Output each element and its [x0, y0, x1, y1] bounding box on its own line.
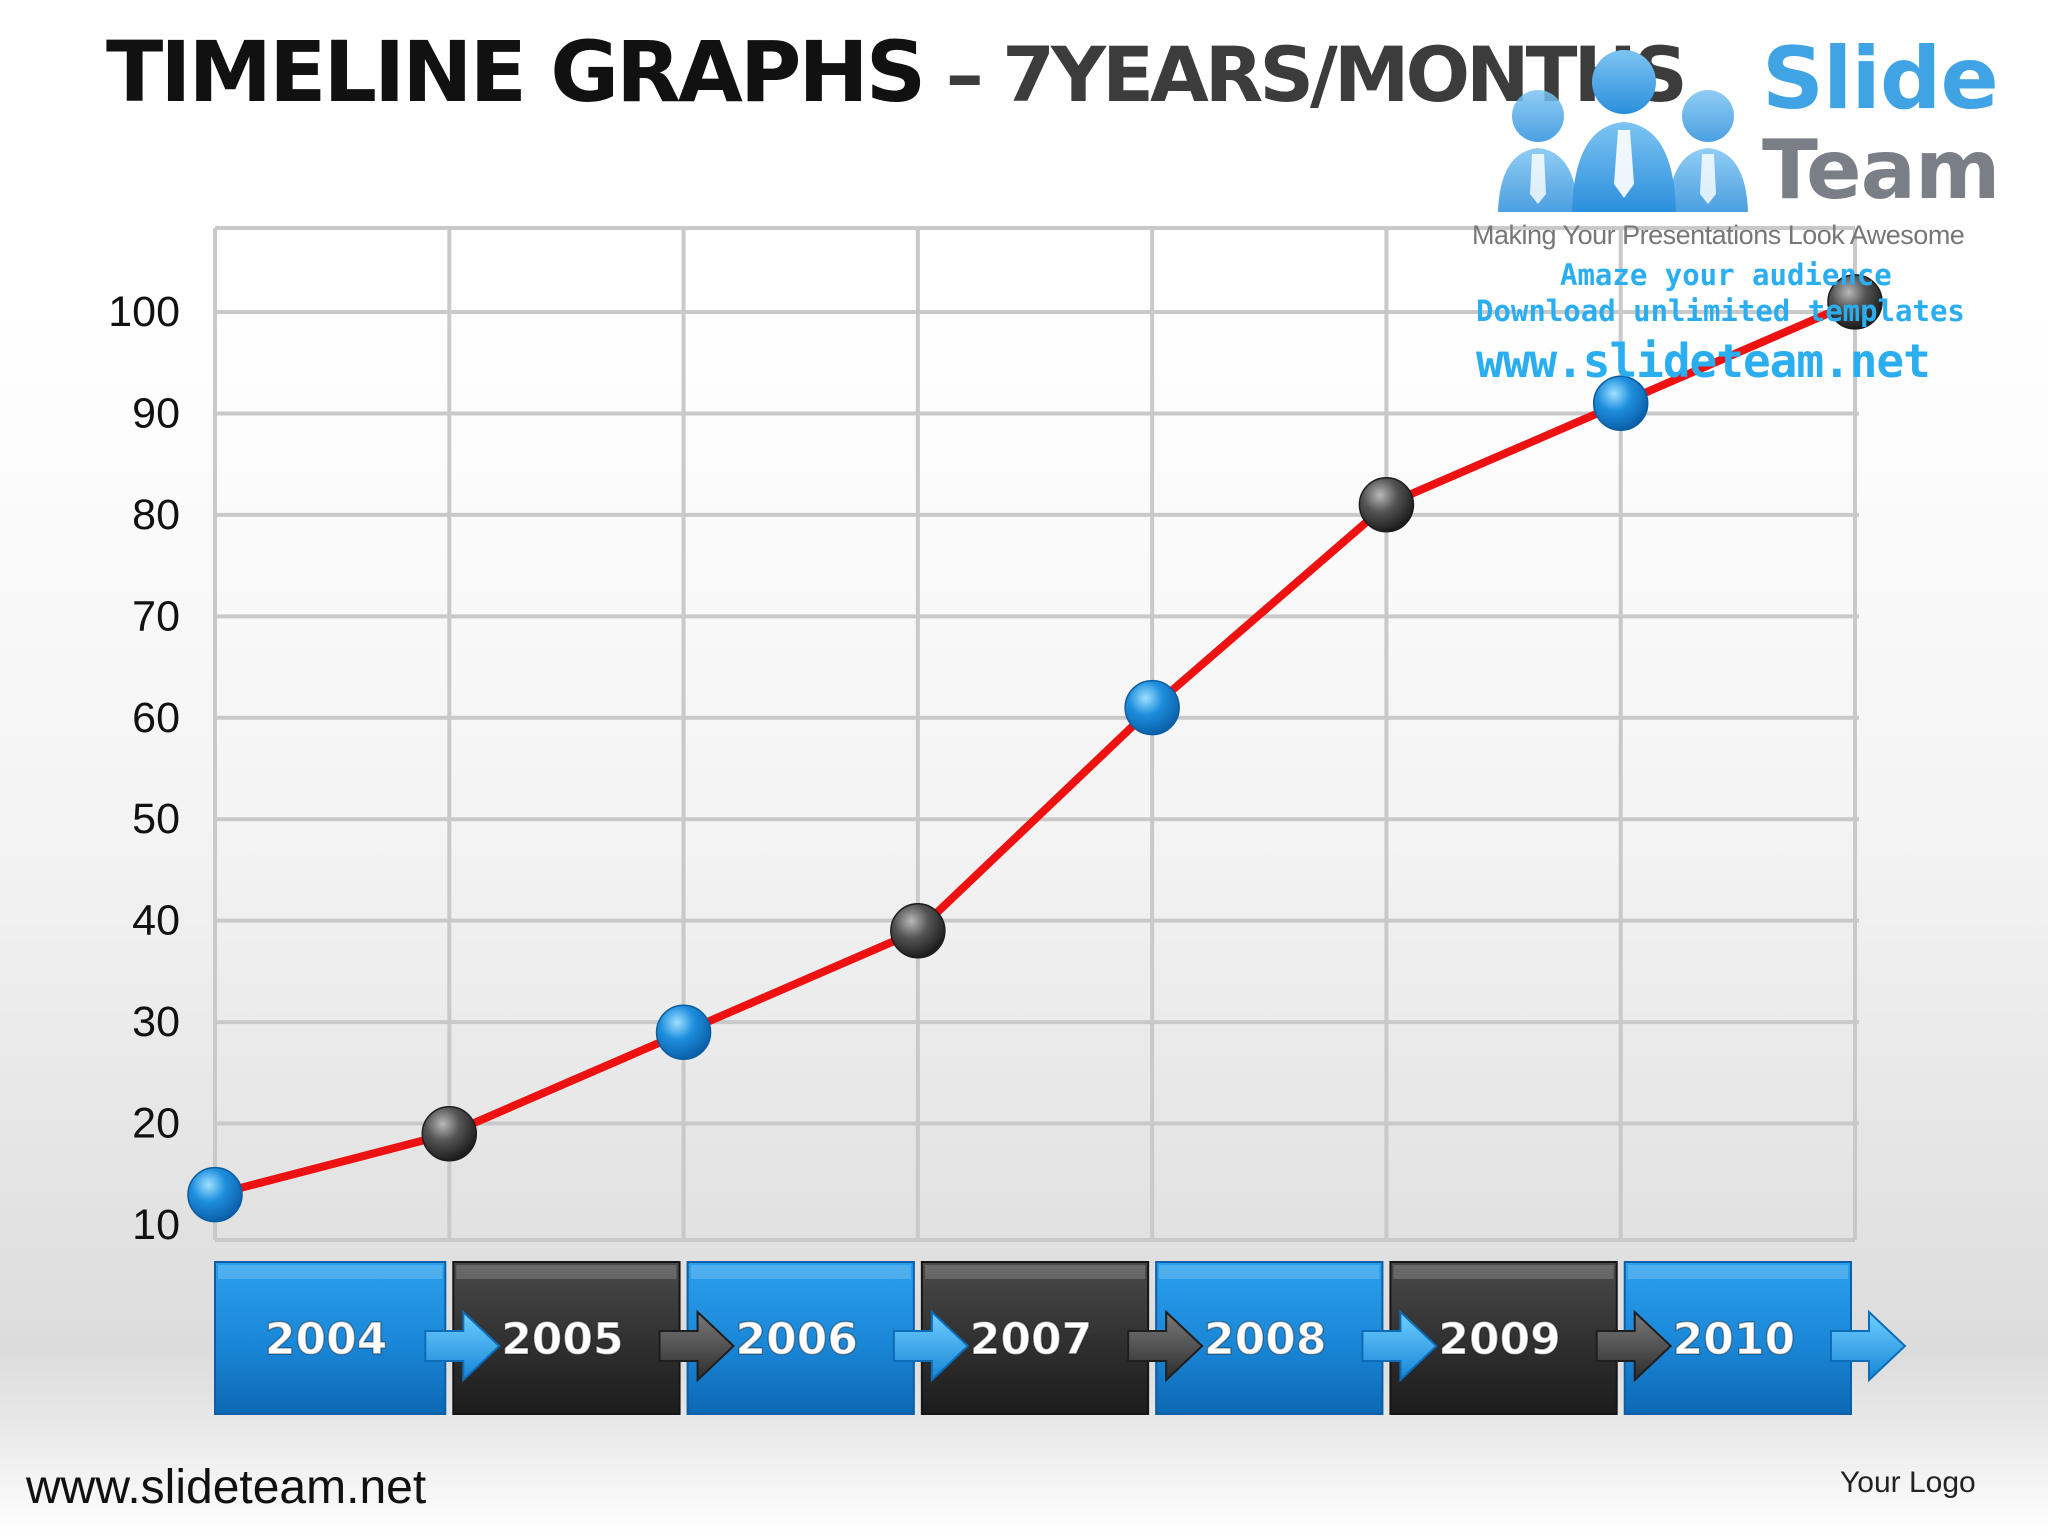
y-tick-label: 60 — [132, 694, 180, 742]
brand-promo-line1: Amaze your audience — [1560, 258, 1892, 292]
year-label: 2008 — [1204, 1314, 1326, 1365]
timeline-box-bevel — [1393, 1265, 1614, 1279]
brand-tagline: Making Your Presentations Look Awesome — [1472, 220, 1965, 250]
y-axis-ticks: 10 20 30 40 50 60 70 80 90 100 — [108, 288, 180, 1249]
data-point-marker — [655, 1004, 712, 1061]
data-point-marker — [890, 903, 946, 959]
y-tick-label: 90 — [132, 389, 180, 437]
year-label: 2006 — [735, 1314, 857, 1365]
y-tick-label: 10 — [132, 1201, 180, 1249]
series-line — [211, 297, 1859, 1199]
slide-title-main: TIMELINE GRAPHS — [106, 23, 926, 121]
data-point-marker — [1358, 476, 1415, 533]
footer-url: www.slideteam.net — [26, 1461, 427, 1514]
y-tick-label: 50 — [132, 795, 180, 843]
people-logo-icon — [1498, 50, 1748, 212]
data-point-marker — [1124, 679, 1180, 736]
year-label: 2009 — [1438, 1314, 1560, 1365]
timeline-box-bevel — [218, 1265, 443, 1279]
slideteam-watermark: Slide Team Making Your Presentations Loo… — [1460, 18, 2020, 388]
brand-word-slide: Slide — [1762, 29, 1999, 129]
year-label: 2010 — [1673, 1314, 1795, 1365]
timeline-box-bevel — [456, 1265, 677, 1279]
y-tick-label: 30 — [132, 998, 180, 1046]
timeline-arrow — [1361, 1309, 1438, 1383]
timeline-arrow — [658, 1309, 736, 1383]
timeline-arrow — [1830, 1309, 1907, 1383]
data-point-marker — [1827, 274, 1883, 330]
y-tick-label: 100 — [108, 288, 180, 336]
brand-word-team: Team — [1762, 123, 2000, 218]
slide-title: TIMELINE GRAPHS – 7YEARS/MONTHS — [106, 18, 1688, 127]
timeline-arrow — [1595, 1309, 1673, 1383]
timeline-box-bevel — [1627, 1265, 1848, 1279]
y-tick-label: 20 — [132, 1100, 180, 1148]
data-markers — [187, 274, 1883, 1223]
year-label: 2004 — [265, 1314, 387, 1365]
logo-placeholder: Your Logo — [1840, 1466, 1976, 1499]
y-tick-label: 80 — [132, 491, 180, 539]
timeline-arrow — [1127, 1309, 1204, 1383]
chart-grid — [213, 226, 1859, 1242]
data-point-marker — [187, 1166, 243, 1223]
timeline-box-bevel — [690, 1265, 911, 1279]
data-point-marker — [421, 1105, 478, 1162]
data-line — [211, 297, 1859, 1199]
year-label: 2007 — [970, 1314, 1092, 1365]
y-tick-label: 70 — [132, 592, 180, 640]
y-tick-label: 40 — [132, 897, 180, 945]
brand-url: www.slideteam.net — [1476, 334, 1931, 388]
data-point-marker — [1592, 375, 1649, 432]
year-label: 2005 — [501, 1314, 623, 1365]
timeline-arrow — [424, 1309, 501, 1383]
timeline-arrow — [892, 1309, 970, 1383]
brand-promo-line2: Download unlimited templates — [1476, 294, 1965, 328]
timeline-box-bevel — [924, 1265, 1146, 1279]
timeline-box-bevel — [1159, 1265, 1380, 1279]
slide-title-sub: – 7YEARS/MONTHS — [923, 30, 1688, 119]
year-timeline: 2004 2005 2006 2007 2008 2009 2010 — [214, 1261, 1907, 1415]
